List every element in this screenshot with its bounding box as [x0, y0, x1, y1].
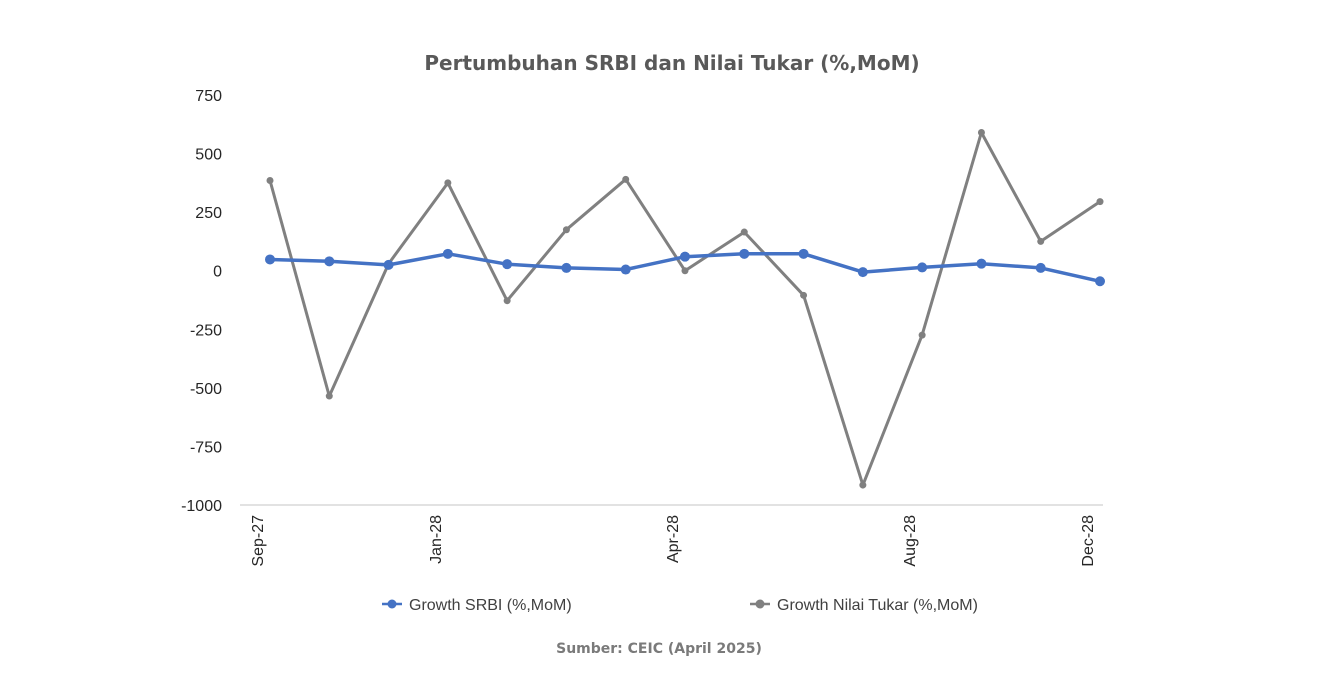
series-2-point: [681, 267, 689, 275]
series-1-point: [857, 267, 868, 278]
series-1-point: [1095, 276, 1105, 287]
y-tick-label: 0: [213, 264, 222, 281]
series-2-point: [918, 331, 926, 339]
legend-swatch-marker: [755, 599, 765, 609]
series-2-point: [1096, 198, 1104, 206]
x-tick-label: Jan-28: [428, 515, 445, 564]
legend-item-2: Growth Nilai Tukar (%,MoM): [750, 597, 978, 614]
legend-label: Growth Nilai Tukar (%,MoM): [777, 597, 978, 614]
series-1-point: [798, 248, 809, 259]
series-2-point: [562, 226, 570, 234]
x-tick-label: Sep-27: [250, 515, 267, 567]
series-1-point: [739, 248, 750, 259]
series-2-point: [325, 392, 333, 400]
series-1-point: [917, 262, 928, 273]
series-1-point: [1035, 262, 1046, 273]
legend-swatch-marker: [387, 599, 397, 609]
legend: Growth SRBI (%,MoM) Growth Nilai Tukar (%…: [382, 597, 978, 614]
series-1-point: [561, 262, 572, 273]
y-tick-label: -750: [190, 439, 222, 456]
series-2-point: [622, 175, 630, 183]
y-tick-label: -1000: [181, 498, 222, 515]
y-tick-label: -500: [190, 381, 222, 398]
y-tick-label: 500: [195, 147, 222, 164]
series-1-point: [324, 256, 335, 267]
y-tick-label: 250: [195, 205, 222, 222]
series-2-point: [800, 291, 808, 299]
series-2-point: [444, 179, 452, 187]
x-tick-label: Apr-28: [665, 515, 682, 563]
series-1-point: [680, 251, 690, 262]
x-tick-label: Dec-28: [1080, 515, 1097, 567]
series-2-point: [503, 297, 511, 305]
series-1-point: [265, 254, 275, 265]
series-1-point: [976, 258, 987, 269]
series-2-point: [1037, 237, 1045, 245]
x-axis: Sep-27 Jan-28 Apr-28 Aug-28 Dec-28: [250, 515, 1097, 567]
series-1-point: [442, 248, 453, 259]
legend-item-1: Growth SRBI (%,MoM): [382, 597, 572, 614]
series-1-point: [502, 259, 513, 270]
y-axis: 750 500 250 0 -250 -500 -750 -1000: [181, 88, 222, 515]
series-2-point: [977, 128, 985, 136]
plot-area: [265, 128, 1105, 489]
series-1-point: [620, 264, 631, 275]
series-2-point: [266, 177, 274, 185]
series-line-2: [268, 131, 1102, 487]
source-note: Sumber: CEIC (April 2025): [556, 641, 762, 657]
y-tick-label: -250: [190, 322, 222, 339]
legend-label: Growth SRBI (%,MoM): [409, 597, 572, 614]
series-2-point: [740, 228, 748, 236]
series-1-point: [383, 259, 394, 270]
x-tick-label: Aug-28: [902, 515, 919, 567]
chart-title: Pertumbuhan SRBI dan Nilai Tukar (%,MoM): [424, 51, 919, 75]
y-tick-label: 750: [195, 88, 222, 105]
series-2-point: [859, 481, 867, 489]
